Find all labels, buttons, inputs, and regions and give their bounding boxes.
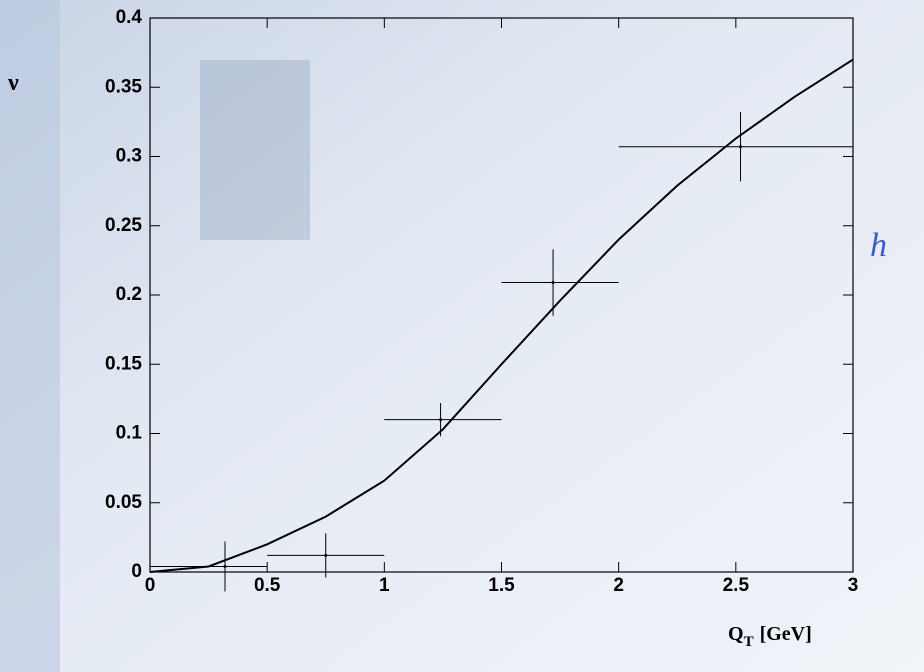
y-axis-label: ν bbox=[7, 70, 19, 96]
annotation: h bbox=[870, 227, 887, 264]
x-tick-label: 2.5 bbox=[723, 575, 750, 596]
x-tick-label: 2 bbox=[613, 575, 624, 596]
x-tick-label: 1 bbox=[379, 575, 390, 596]
y-tick-label: 0.05 bbox=[105, 492, 142, 513]
x-axis-label-sub: T bbox=[744, 634, 754, 650]
x-tick-label: 3 bbox=[848, 575, 859, 596]
y-tick-label: 0.35 bbox=[105, 76, 142, 97]
y-tick-label: 0.3 bbox=[116, 146, 142, 167]
y-tick-label: 0.4 bbox=[116, 7, 143, 28]
x-tick-label: 0.5 bbox=[254, 575, 281, 596]
y-tick-label: 0.25 bbox=[105, 215, 142, 236]
x-axis-label-main: Q bbox=[728, 623, 744, 645]
x-axis-label: QT [GeV] bbox=[728, 623, 812, 650]
y-tick-label: 0.2 bbox=[116, 284, 142, 305]
data-point bbox=[223, 564, 227, 568]
background-shade bbox=[0, 0, 60, 672]
x-tick-label: 0 bbox=[145, 575, 156, 596]
data-point bbox=[439, 418, 443, 422]
data-point bbox=[551, 281, 555, 285]
x-axis-label-unit: [GeV] bbox=[760, 623, 812, 645]
y-tick-label: 0.15 bbox=[105, 353, 142, 374]
background-door bbox=[200, 60, 310, 240]
x-tick-label: 1.5 bbox=[488, 575, 515, 596]
y-tick-label: 0.1 bbox=[116, 423, 143, 444]
data-point bbox=[324, 553, 328, 557]
fit-curve bbox=[149, 58, 854, 573]
y-tick-label: 0 bbox=[131, 561, 142, 582]
data-point bbox=[739, 145, 743, 149]
